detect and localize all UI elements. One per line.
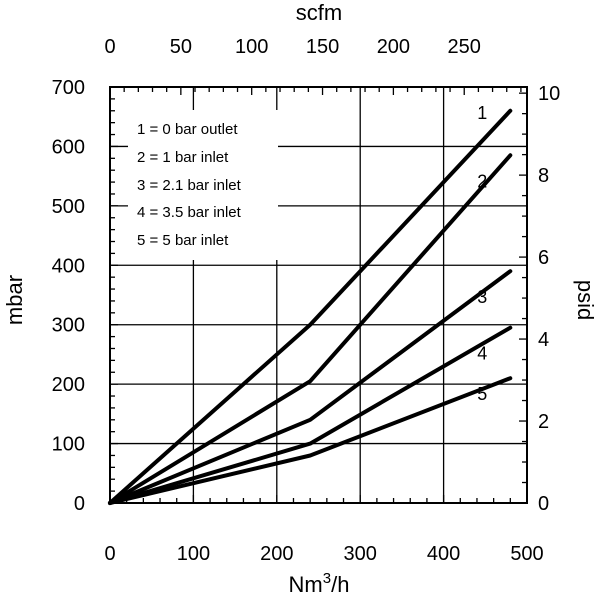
- top-axis-title: scfm: [296, 0, 342, 25]
- top-axis-tick-label: 0: [104, 36, 115, 58]
- bottom-axis-tick-label: 100: [177, 543, 210, 565]
- bottom-axis-tick-label: 500: [510, 543, 543, 565]
- right-axis-title: psid: [573, 280, 594, 320]
- bottom-axis-tick-label: 200: [260, 543, 293, 565]
- bottom-axis-tick-label: 300: [344, 543, 377, 565]
- left-axis-tick-label: 300: [52, 315, 85, 337]
- legend-background: [128, 110, 278, 260]
- series-label-2: 2: [477, 171, 487, 191]
- right-axis-tick-label: 10: [538, 83, 560, 105]
- top-axis-tick-label: 50: [170, 36, 192, 58]
- series-line-3: [108, 269, 513, 505]
- series-line-2: [108, 153, 513, 505]
- series-label-1: 1: [477, 103, 487, 123]
- bottom-axis-title-main: Nm: [289, 572, 323, 597]
- right-axis-tick-label: 0: [538, 493, 549, 515]
- right-axis-tick-label: 4: [538, 329, 549, 351]
- legend-entry-3: 3 = 2.1 bar inlet: [137, 177, 242, 194]
- left-axis-tick-label: 100: [52, 434, 85, 456]
- right-axis-tick-label: 2: [538, 411, 549, 433]
- left-axis-tick-label: 700: [52, 77, 85, 99]
- bottom-axis-tick-label: 0: [104, 543, 115, 565]
- series-lines: [108, 108, 513, 505]
- top-axis-tick-label: 200: [377, 36, 410, 58]
- top-axis-tick-label: 100: [235, 36, 268, 58]
- bottom-axis-title: Nm3/h: [289, 570, 350, 597]
- left-axis-tick-label: 400: [52, 255, 85, 277]
- legend: 1 = 0 bar outlet 2 = 1 bar inlet 3 = 2.1…: [128, 110, 278, 260]
- bottom-axis-title-tail: /h: [331, 572, 349, 597]
- series-line-1: [108, 108, 513, 505]
- legend-entry-4: 4 = 3.5 bar inlet: [137, 204, 242, 221]
- series-line-5: [108, 376, 513, 505]
- left-axis-tick-label: 0: [74, 493, 85, 515]
- series-line-4: [108, 325, 513, 505]
- legend-entry-1: 1 = 0 bar outlet: [137, 121, 238, 138]
- legend-entry-2: 2 = 1 bar inlet: [137, 149, 229, 166]
- right-axis-tick-label: 8: [538, 165, 549, 187]
- legend-entry-5: 5 = 5 bar inlet: [137, 232, 229, 249]
- left-axis-tick-label: 600: [52, 136, 85, 158]
- series-label-4: 4: [477, 344, 487, 364]
- left-axis-title: mbar: [2, 275, 27, 325]
- bottom-axis-tick-label: 400: [427, 543, 460, 565]
- bottom-axis-title-superscript: 3: [323, 570, 331, 587]
- left-axis-tick-label: 200: [52, 374, 85, 396]
- top-axis-tick-label: 150: [306, 36, 339, 58]
- right-axis-tick-label: 6: [538, 247, 549, 269]
- top-axis-tick-label: 250: [448, 36, 481, 58]
- left-axis-tick-label: 500: [52, 196, 85, 218]
- series-label-5: 5: [477, 384, 487, 404]
- series-label-3: 3: [477, 287, 487, 307]
- plot-frame: [109, 86, 528, 504]
